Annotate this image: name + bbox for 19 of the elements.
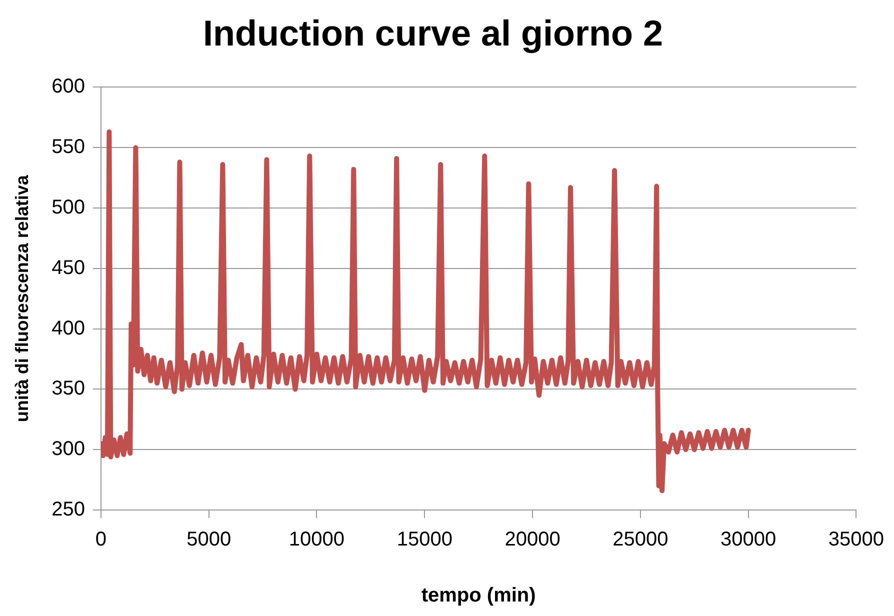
x-tick-label: 20000: [504, 528, 560, 551]
x-axis-title: tempo (min): [421, 584, 536, 607]
y-tick-label: 350: [52, 378, 85, 400]
x-tick-label: 35000: [828, 528, 884, 551]
y-tick-label: 300: [52, 438, 85, 460]
y-tick-label: 400: [52, 317, 85, 340]
y-tick-label: 600: [52, 76, 85, 98]
y-tick-label: 250: [52, 498, 85, 521]
x-tick-label: 25000: [612, 528, 668, 551]
y-axis-title: unità di fluorescenza relativa: [12, 174, 32, 422]
y-tick-label: 550: [52, 136, 85, 158]
x-tick-label: 0: [95, 528, 107, 551]
x-tick-label: 30000: [720, 528, 776, 551]
y-tick-label: 500: [52, 196, 85, 219]
chart-title: Induction curve al giorno 2: [202, 12, 664, 54]
x-tick-label: 5000: [186, 528, 232, 551]
x-tick-label: 10000: [288, 528, 345, 551]
x-tick-label: 15000: [396, 528, 452, 551]
y-tick-label: 450: [52, 256, 85, 279]
